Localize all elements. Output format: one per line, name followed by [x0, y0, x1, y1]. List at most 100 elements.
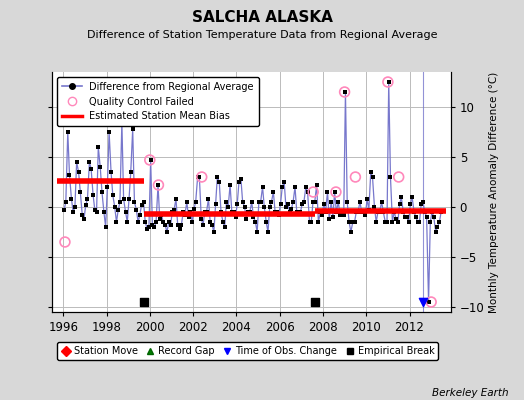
- Point: [294, 209, 303, 215]
- Point: [359, 209, 368, 215]
- Point: [266, 204, 274, 210]
- Point: [241, 204, 249, 210]
- Point: [325, 216, 333, 222]
- Point: [323, 189, 332, 195]
- Point: [199, 222, 207, 228]
- Point: [238, 199, 247, 205]
- Point: [432, 229, 440, 235]
- Point: [183, 199, 191, 205]
- Point: [271, 209, 279, 215]
- Point: [298, 201, 307, 207]
- Point: [233, 201, 242, 207]
- Point: [237, 176, 245, 182]
- Point: [435, 219, 444, 225]
- Point: [401, 214, 409, 220]
- Point: [379, 209, 388, 215]
- Point: [96, 164, 104, 170]
- Point: [231, 214, 239, 220]
- Point: [351, 174, 359, 180]
- Point: [208, 222, 216, 228]
- Point: [351, 219, 359, 225]
- Point: [76, 189, 84, 195]
- Point: [338, 209, 346, 215]
- Point: [191, 199, 200, 205]
- Point: [87, 166, 95, 172]
- Point: [276, 201, 285, 207]
- Point: [311, 199, 319, 205]
- Point: [242, 216, 250, 222]
- Point: [410, 209, 418, 215]
- Point: [316, 209, 324, 215]
- Point: [267, 199, 276, 205]
- Point: [98, 189, 106, 195]
- Point: [367, 169, 375, 175]
- Point: [235, 179, 243, 185]
- Point: [167, 222, 175, 228]
- Point: [309, 199, 317, 205]
- Point: [215, 179, 223, 185]
- Point: [372, 219, 380, 225]
- Point: [71, 204, 79, 210]
- Point: [392, 216, 400, 222]
- Point: [176, 226, 184, 232]
- Point: [348, 219, 357, 225]
- Point: [60, 207, 68, 213]
- Point: [283, 201, 292, 207]
- Point: [127, 169, 135, 175]
- Point: [195, 174, 203, 180]
- Point: [318, 212, 326, 218]
- Text: Difference of Station Temperature Data from Regional Average: Difference of Station Temperature Data f…: [87, 30, 437, 40]
- Point: [311, 299, 320, 305]
- Point: [424, 299, 433, 305]
- Point: [230, 209, 238, 215]
- Point: [336, 212, 344, 218]
- Point: [210, 229, 218, 235]
- Point: [89, 192, 97, 198]
- Point: [377, 199, 386, 205]
- Point: [105, 129, 113, 135]
- Point: [206, 219, 214, 225]
- Point: [173, 222, 182, 228]
- Point: [363, 196, 372, 202]
- Point: [334, 199, 343, 205]
- Point: [122, 209, 130, 215]
- Point: [132, 207, 140, 213]
- Point: [430, 214, 438, 220]
- Point: [140, 299, 149, 305]
- Point: [253, 229, 261, 235]
- Point: [107, 169, 115, 175]
- Point: [147, 157, 155, 163]
- Point: [141, 219, 149, 225]
- Point: [341, 89, 350, 95]
- Point: [260, 204, 268, 210]
- Point: [102, 224, 110, 230]
- Point: [213, 174, 222, 180]
- Point: [385, 79, 393, 85]
- Point: [416, 219, 424, 225]
- Point: [179, 209, 187, 215]
- Point: [134, 219, 143, 225]
- Point: [177, 222, 185, 228]
- Point: [251, 219, 259, 225]
- Point: [428, 209, 436, 215]
- Point: [386, 174, 395, 180]
- Point: [139, 199, 148, 205]
- Point: [103, 184, 112, 190]
- Point: [320, 201, 328, 207]
- Point: [352, 209, 361, 215]
- Point: [152, 219, 160, 225]
- Point: [78, 212, 86, 218]
- Point: [66, 172, 74, 178]
- Point: [157, 212, 166, 218]
- Point: [370, 204, 379, 210]
- Point: [136, 212, 144, 218]
- Point: [396, 201, 404, 207]
- Point: [112, 219, 121, 225]
- Point: [376, 209, 384, 215]
- Point: [278, 184, 287, 190]
- Point: [291, 184, 299, 190]
- Point: [374, 209, 382, 215]
- Point: [74, 169, 83, 175]
- Point: [165, 219, 173, 225]
- Point: [67, 196, 75, 202]
